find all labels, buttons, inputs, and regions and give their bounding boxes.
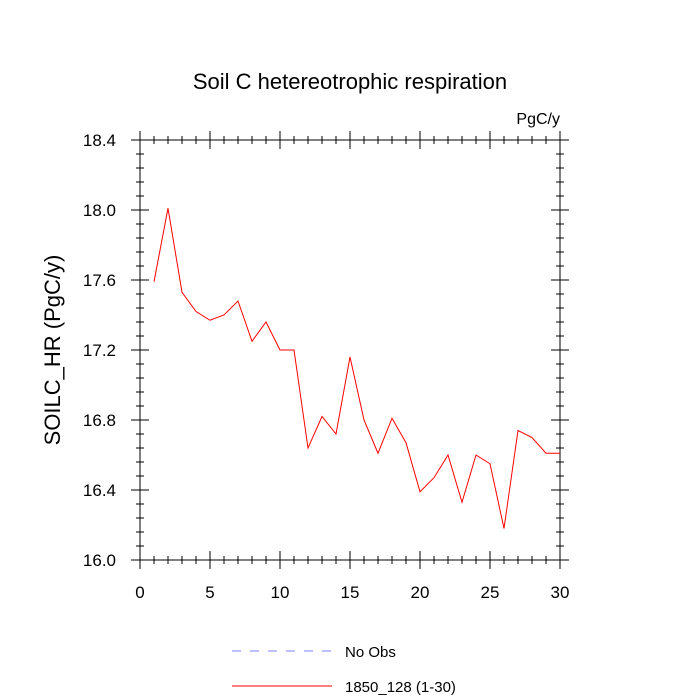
legend: No Obs 1850_128 (1-30) — [232, 644, 456, 696]
units-label: PgC/y — [516, 111, 560, 128]
x-tick-label: 5 — [205, 583, 214, 602]
series-line-1850-128-1-30- — [153, 208, 560, 529]
x-tick-label: 20 — [411, 583, 430, 602]
legend-label: No Obs — [345, 644, 396, 661]
y-axis-label: SOILC_HR (PgC/y) — [40, 255, 65, 446]
x-tick-label: 30 — [551, 583, 570, 602]
x-tick-label: 25 — [481, 583, 500, 602]
y-tick-label: 17.2 — [83, 341, 116, 360]
y-tick-label: 16.8 — [83, 411, 116, 430]
x-tick-label: 0 — [135, 583, 144, 602]
y-tick-label: 16.4 — [83, 481, 116, 500]
tick-labels: 0 5 10 15 20 25 30 16.0 16.4 16.8 17.2 17.6 18.0 18.4 — [83, 131, 570, 602]
x-tick-label: 10 — [271, 583, 290, 602]
y-tick-label: 17.6 — [83, 271, 116, 290]
y-tick-label: 18.0 — [83, 201, 116, 220]
x-tick-label: 15 — [341, 583, 360, 602]
legend-label: 1850_128 (1-30) — [345, 679, 456, 696]
series-group — [153, 208, 560, 529]
axis-ticks — [131, 131, 569, 569]
y-tick-label: 18.4 — [83, 131, 116, 150]
y-tick-label: 16.0 — [83, 551, 116, 570]
chart-title: Soil C hetereotrophic respiration — [193, 69, 507, 94]
